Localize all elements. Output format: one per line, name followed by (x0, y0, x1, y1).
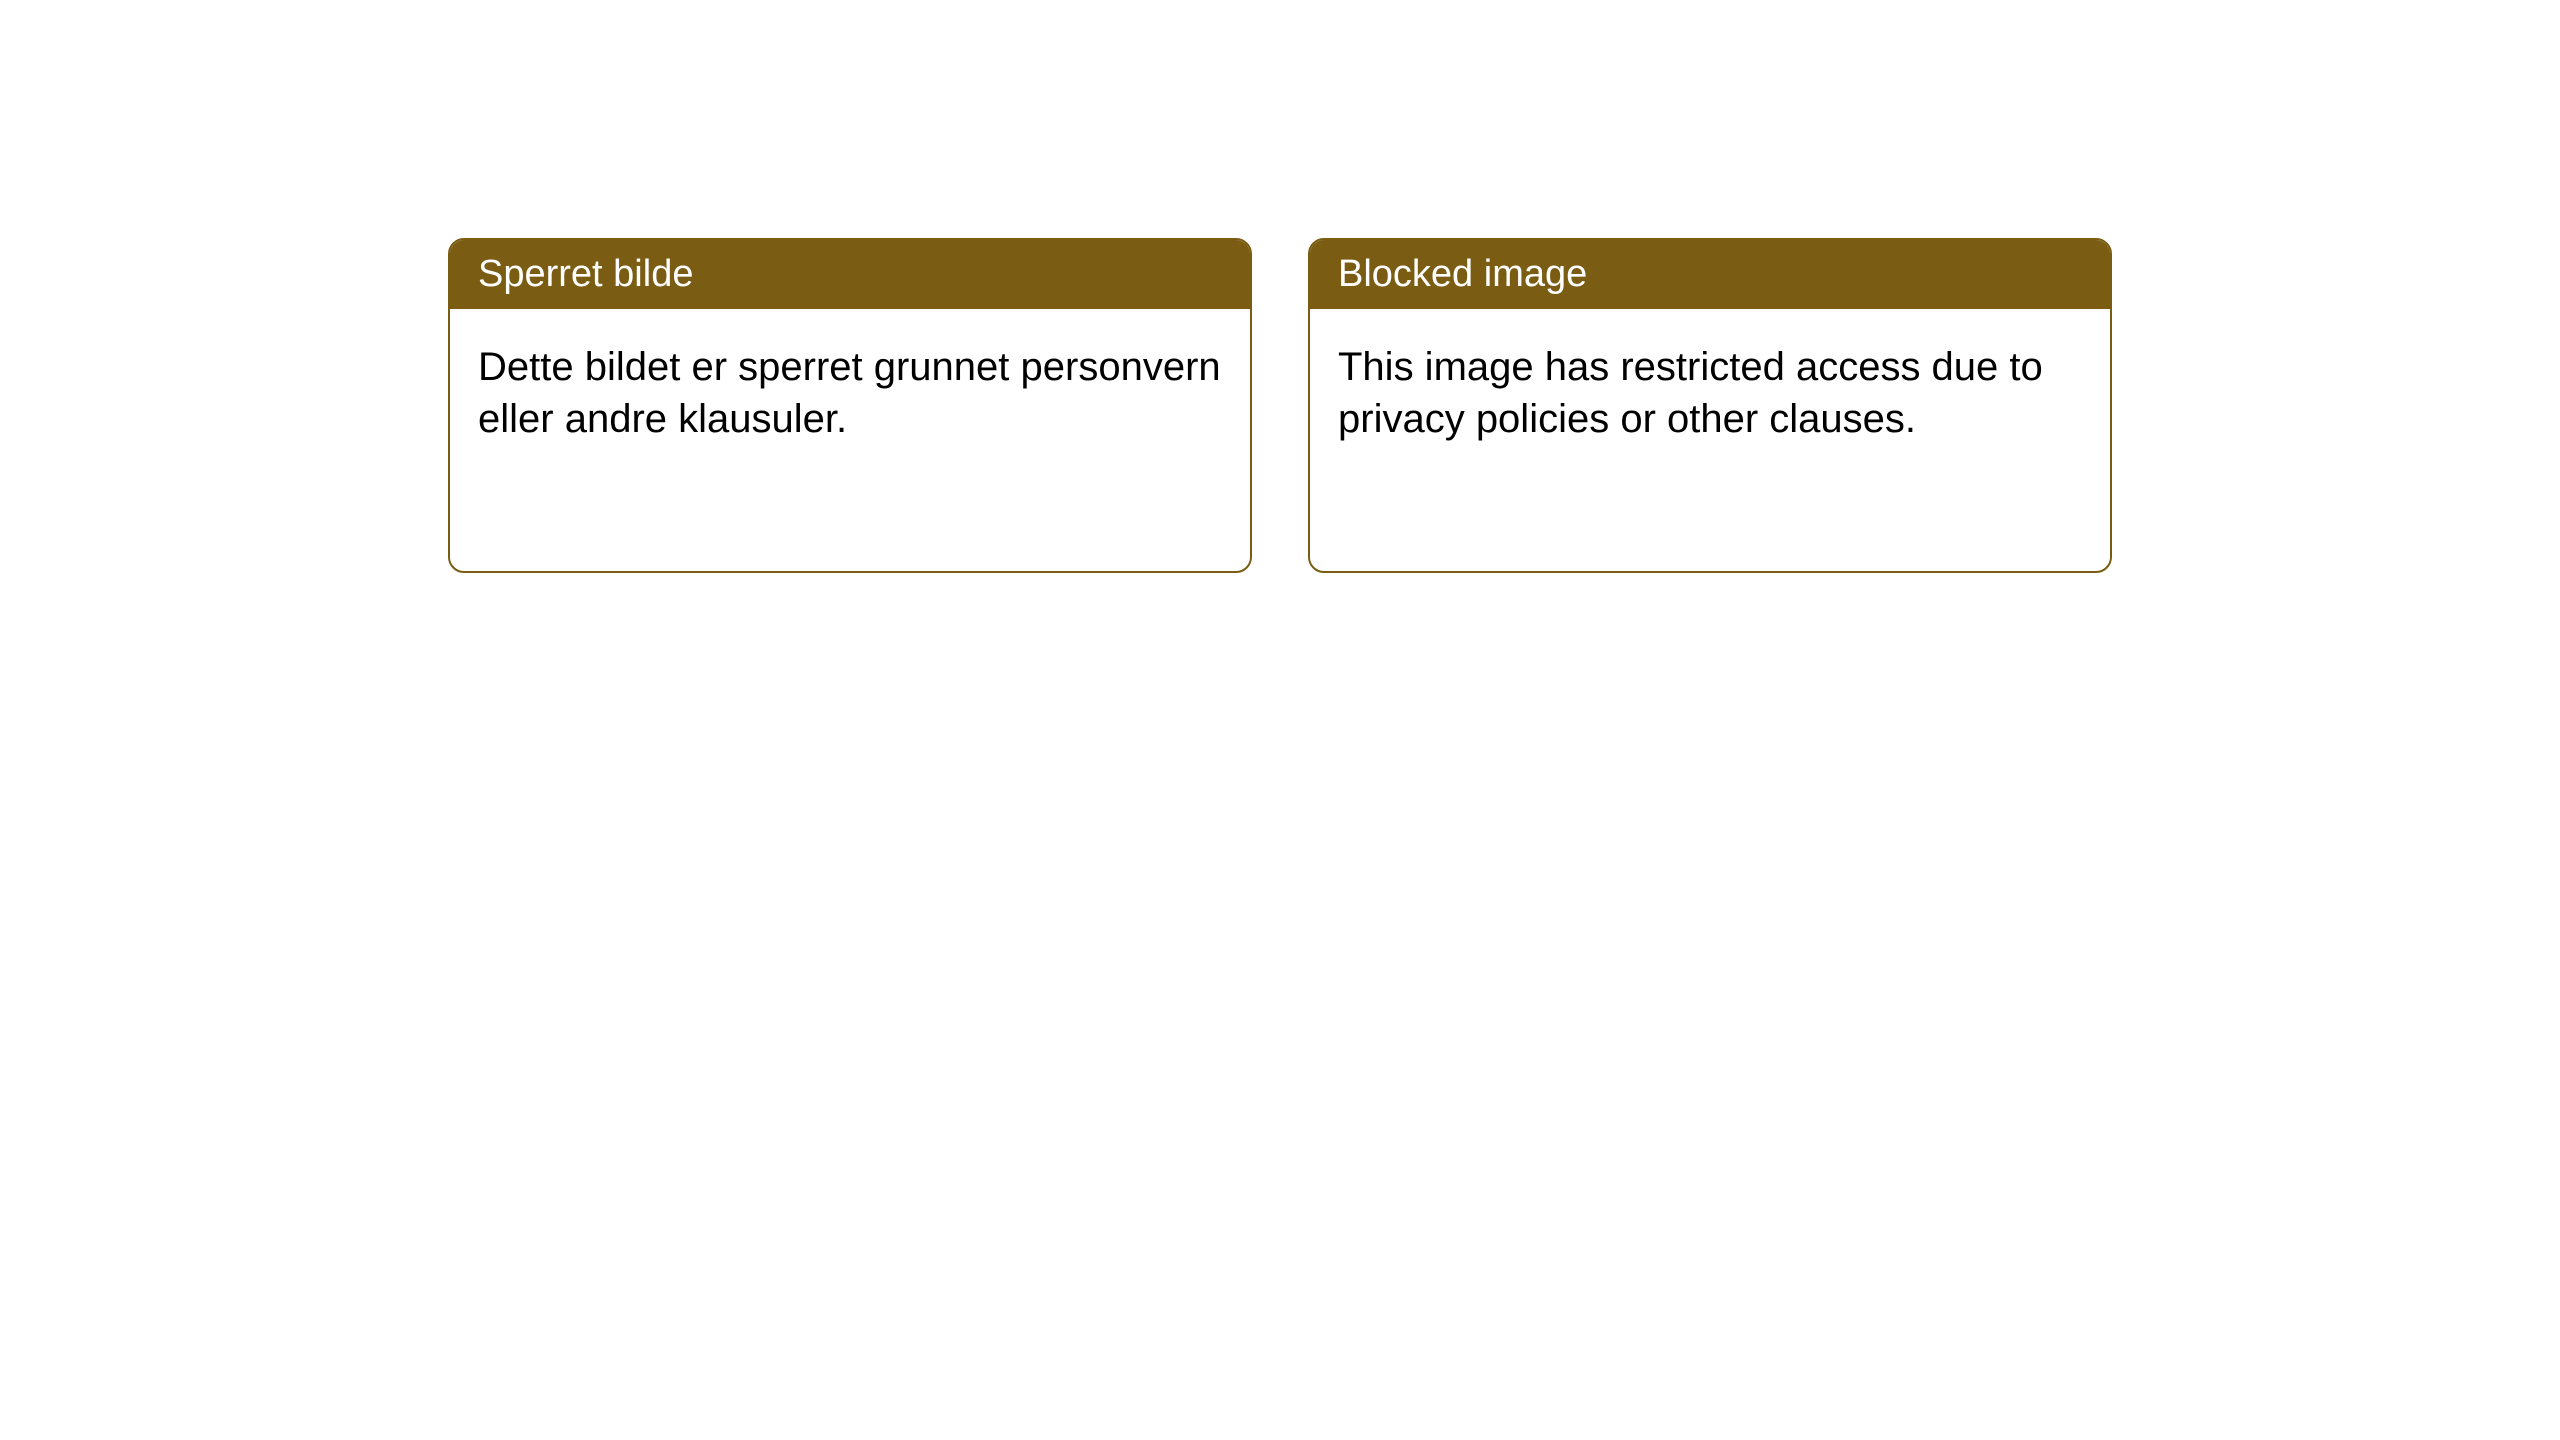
notice-container: Sperret bilde Dette bildet er sperret gr… (448, 238, 2112, 573)
notice-body: This image has restricted access due to … (1310, 309, 2110, 477)
notice-card-english: Blocked image This image has restricted … (1308, 238, 2112, 573)
notice-header: Blocked image (1310, 240, 2110, 309)
notice-header: Sperret bilde (450, 240, 1250, 309)
notice-card-norwegian: Sperret bilde Dette bildet er sperret gr… (448, 238, 1252, 573)
notice-body: Dette bildet er sperret grunnet personve… (450, 309, 1250, 477)
